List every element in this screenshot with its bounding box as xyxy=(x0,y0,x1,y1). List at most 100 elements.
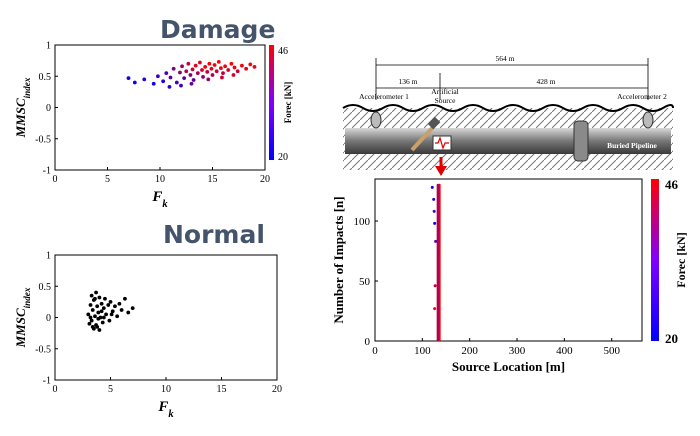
data-point xyxy=(248,62,253,67)
data-point xyxy=(244,66,249,71)
data-point xyxy=(142,77,147,82)
x-tick-label: 10 xyxy=(155,174,165,185)
source-location-chart: 0 100 200 300 400 500 0 50 100 Source Location [m… xyxy=(331,177,688,374)
y-axis-label: MMSCindex xyxy=(13,77,32,138)
data-point xyxy=(182,76,187,81)
data-point xyxy=(432,197,436,201)
pipeline-body xyxy=(345,128,671,154)
y-tick-label: 0.5 xyxy=(39,72,52,83)
data-point xyxy=(89,293,94,298)
data-point xyxy=(95,304,100,309)
data-point xyxy=(88,315,93,320)
colorbar-max-label: 46 xyxy=(665,177,679,192)
colorbar-min-label: 20 xyxy=(278,152,288,163)
data-point xyxy=(113,304,117,309)
data-point xyxy=(93,314,97,319)
ground-surface xyxy=(342,104,674,112)
data-point xyxy=(216,59,221,64)
data-point xyxy=(219,66,223,71)
data-point xyxy=(190,67,195,72)
data-point xyxy=(99,309,104,314)
data-point xyxy=(90,324,95,329)
data-point xyxy=(87,321,92,326)
data-point xyxy=(104,312,108,317)
y-tick-label: 1 xyxy=(46,251,51,262)
data-point xyxy=(221,71,225,76)
x-tick-label: 5 xyxy=(105,174,110,185)
data-point xyxy=(229,61,234,66)
data-point xyxy=(161,79,166,84)
data-point xyxy=(90,308,95,312)
damage-heading: Damage xyxy=(160,15,275,44)
label-source: Source xyxy=(435,96,456,105)
data-point xyxy=(191,78,196,82)
y-tick-label: 1 xyxy=(46,41,51,52)
normal-heading: Normal xyxy=(163,220,265,249)
data-point xyxy=(433,221,437,225)
data-point xyxy=(101,315,106,320)
normal-scatter-chart: 0 5 10 15 20 -1 -0.5 0 0.5 1 Fk MMSCindex xyxy=(13,251,282,420)
x-axis-label: Source Location [m] xyxy=(452,359,565,374)
x-tick-label: 20 xyxy=(260,174,270,185)
y-tick-label: 0.5 xyxy=(39,282,52,293)
source-arrow-head-icon xyxy=(435,166,447,176)
data-point xyxy=(195,71,200,76)
data-point xyxy=(167,84,172,89)
colorbar xyxy=(651,179,659,341)
data-point xyxy=(206,77,211,82)
colorbar-label: Forec [kN] xyxy=(674,232,688,287)
data-point xyxy=(119,308,124,312)
x-tick-label: 400 xyxy=(556,345,573,357)
y-tick-label: 100 xyxy=(354,216,371,228)
data-point xyxy=(184,69,189,74)
pipeline-diagram: 564 m 136 m 428 m Accelerometer 1 Accele… xyxy=(342,54,674,176)
label-accelerometer-1: Accelerometer 1 xyxy=(359,92,409,101)
data-point xyxy=(164,71,169,76)
data-point xyxy=(86,312,91,317)
hammer-handle-icon xyxy=(410,124,436,152)
data-point xyxy=(94,290,98,295)
data-point xyxy=(156,74,160,79)
data-point xyxy=(88,303,93,307)
data-point xyxy=(109,312,114,317)
label-buried-pipeline: Buried Pipeline xyxy=(607,141,657,150)
data-point xyxy=(132,80,137,85)
label-artificial: Artificial xyxy=(431,87,459,96)
accelerometer-1-icon xyxy=(370,111,382,129)
plot-frame xyxy=(374,178,643,342)
x-axis-label: Fk xyxy=(151,189,168,210)
data-point xyxy=(123,296,127,301)
x-tick-label: 15 xyxy=(217,384,227,395)
data-point xyxy=(101,306,106,311)
data-point xyxy=(96,316,101,321)
data-point xyxy=(100,320,105,325)
y-tick-label: -1 xyxy=(43,376,51,387)
y-axis-label: Number of Impacts [n] xyxy=(331,196,346,323)
data-point xyxy=(235,69,240,74)
x-tick-label: 0 xyxy=(53,384,58,395)
data-point xyxy=(193,63,198,68)
y-tick-label: 50 xyxy=(359,276,371,288)
data-point xyxy=(180,64,184,69)
data-point xyxy=(201,74,205,79)
impact-signal-icon xyxy=(435,136,449,150)
y-tick-label: 0 xyxy=(46,313,51,324)
data-point xyxy=(95,324,100,329)
data-point xyxy=(434,239,438,243)
data-point xyxy=(232,65,237,70)
x-tick-label: 0 xyxy=(372,345,378,357)
x-tick-label: 5 xyxy=(108,384,113,395)
data-point xyxy=(103,296,107,301)
x-tick-label: 20 xyxy=(272,384,282,395)
data-point xyxy=(433,284,437,288)
data-point xyxy=(186,61,191,66)
data-point xyxy=(168,75,173,80)
data-point xyxy=(117,301,122,306)
colorbar-min-label: 20 xyxy=(665,331,678,346)
plot-frame xyxy=(54,254,278,381)
data-point xyxy=(223,64,228,69)
data-point xyxy=(203,64,208,69)
data-point xyxy=(96,310,101,315)
data-point xyxy=(174,80,179,85)
